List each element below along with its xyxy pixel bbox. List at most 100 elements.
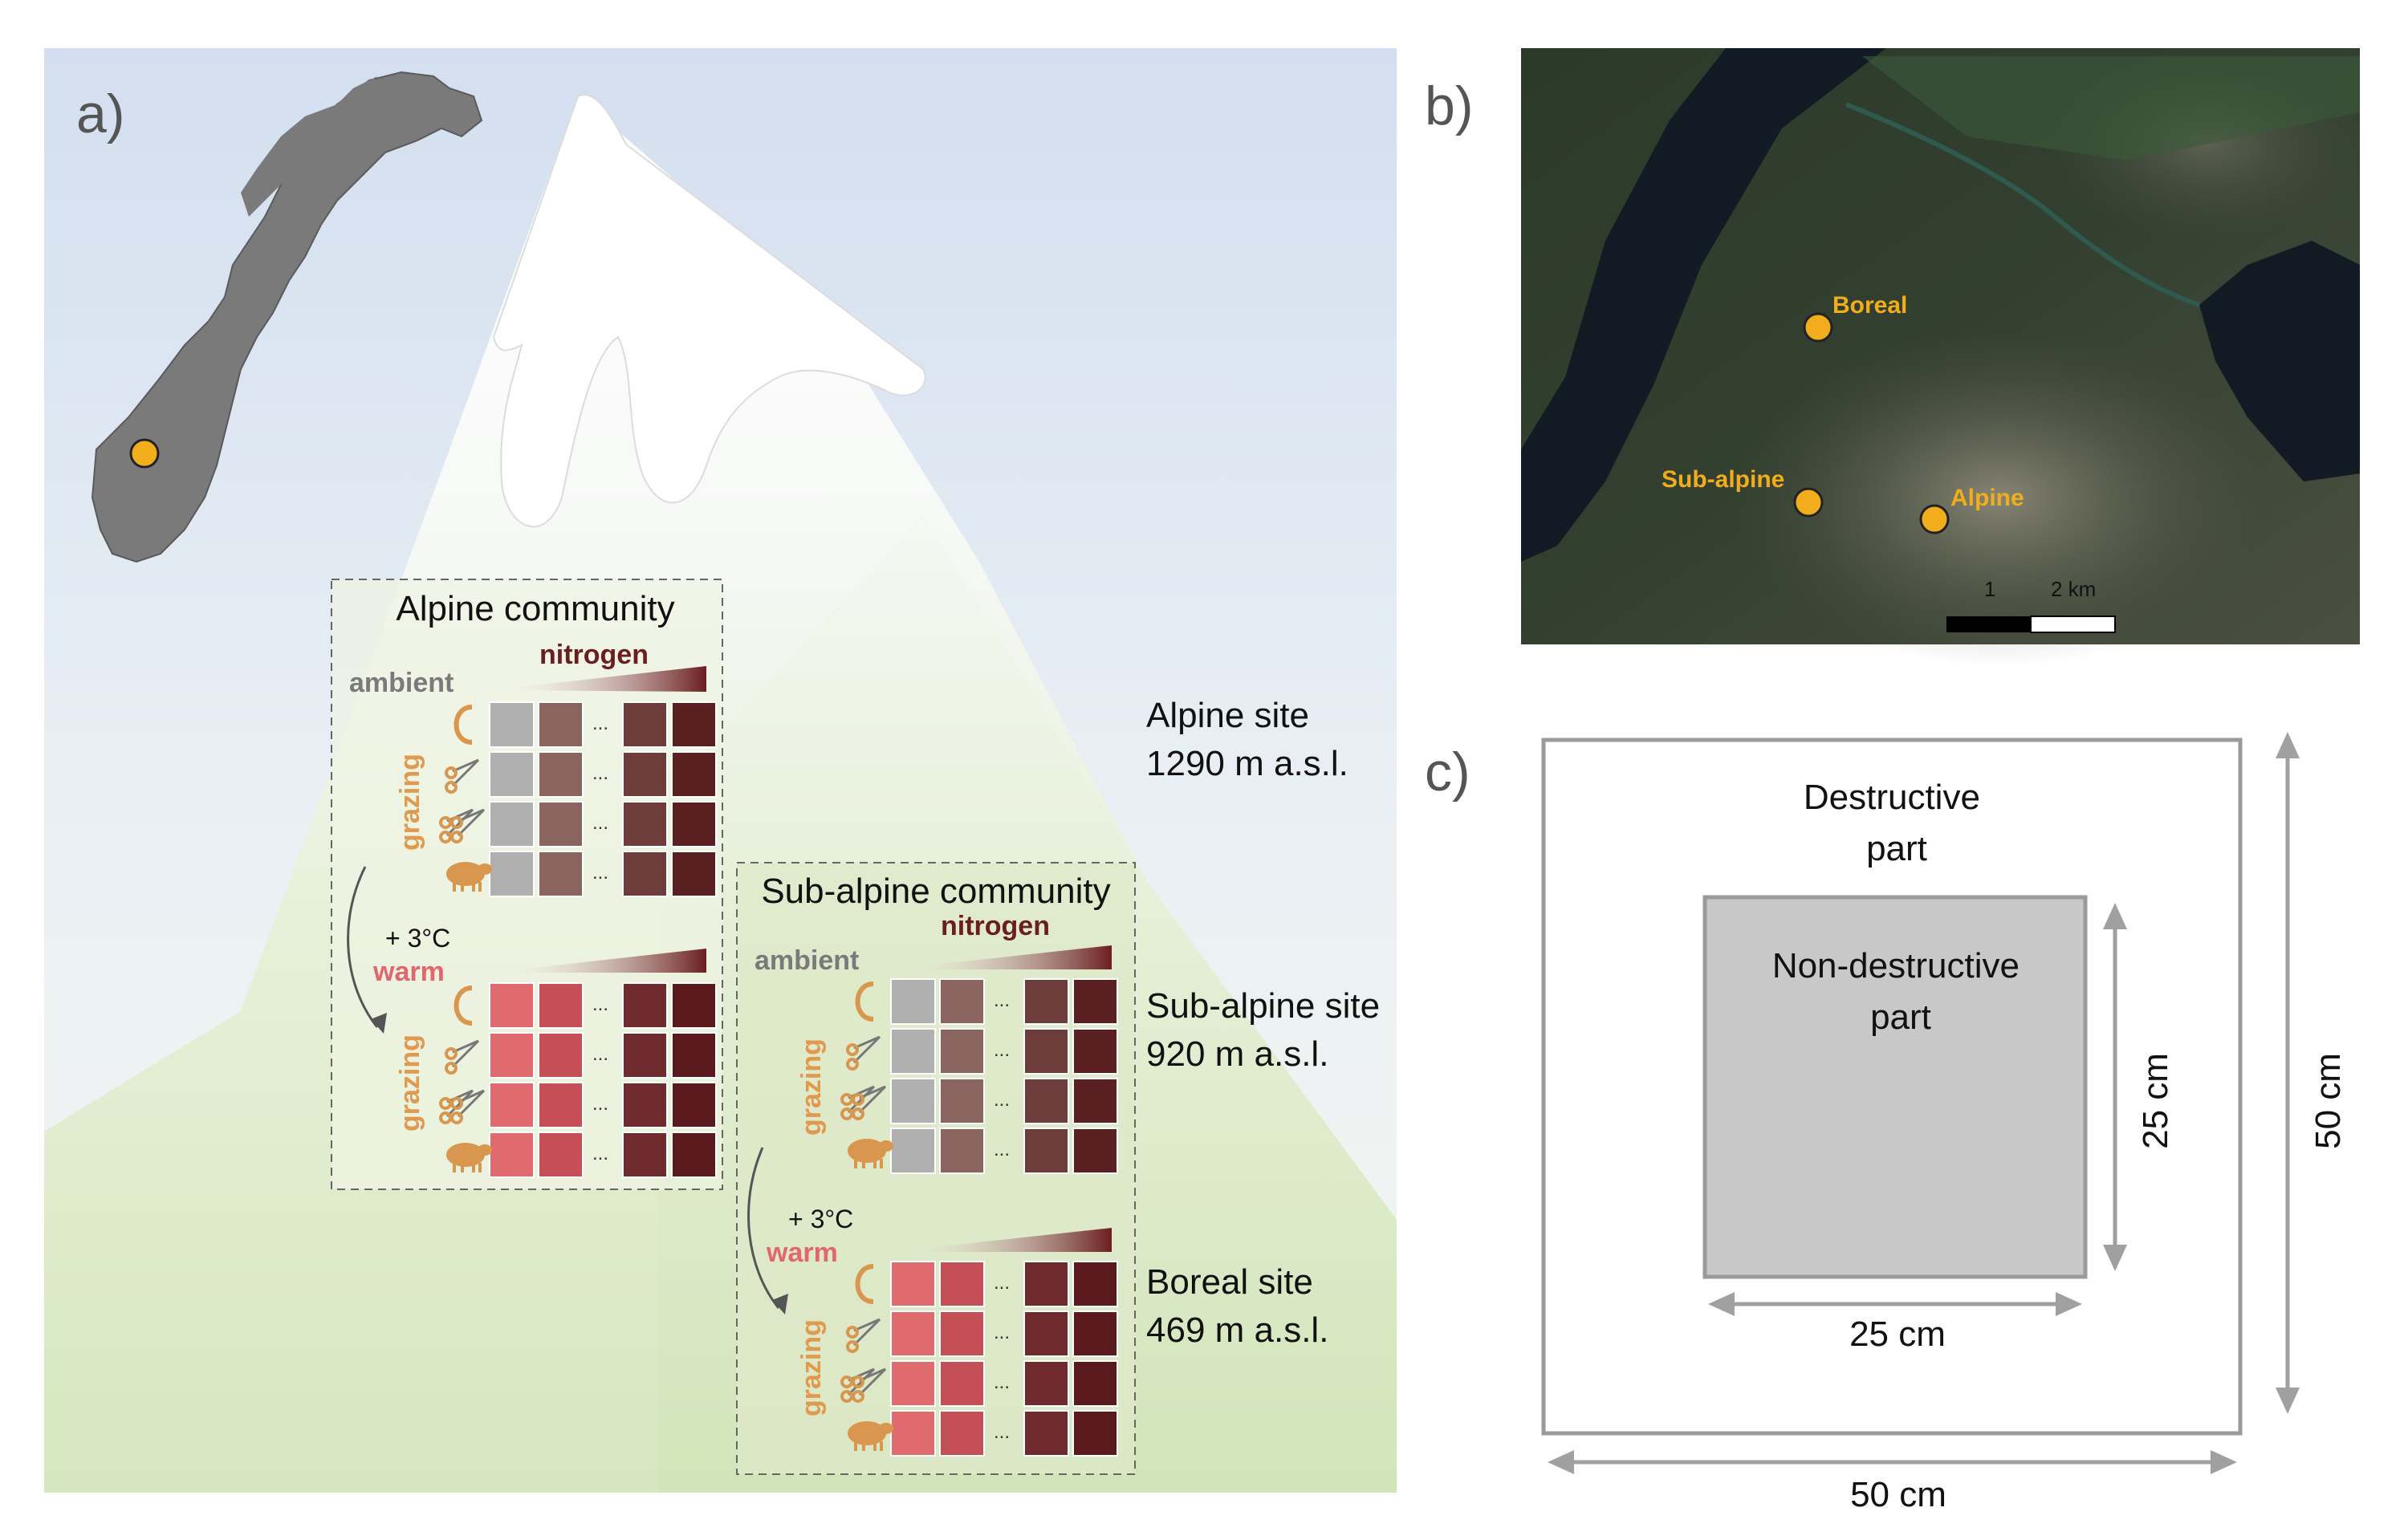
- sheep-icon: [848, 1139, 893, 1168]
- control-icon: [454, 705, 473, 745]
- scale-bar-black: [1946, 616, 2031, 632]
- treatment-cell: [890, 978, 936, 1025]
- treatment-cell: [538, 801, 584, 847]
- ellipsis-text: ...: [592, 862, 608, 884]
- fjord-right: [2199, 241, 2360, 482]
- alpine-warm-label: warm: [372, 957, 445, 987]
- treatment-cell: [671, 851, 717, 897]
- treatment-cell: [939, 978, 985, 1025]
- alpine-grazing-label-top: grazing: [395, 754, 425, 851]
- ellipsis-text: ...: [994, 1272, 1010, 1294]
- subalpine-nitrogen-wedge-bottom: [891, 1228, 1112, 1252]
- control-icon: [454, 985, 473, 1026]
- boreal-marker-label: Boreal: [1832, 292, 1907, 319]
- control-icon: [855, 1264, 874, 1304]
- treatment-cell: [939, 1261, 985, 1307]
- alpine-rocky-terrain: [1734, 329, 2264, 666]
- inner-height-label: 25 cm: [2136, 1053, 2175, 1149]
- ellipsis-text: ...: [994, 1421, 1010, 1443]
- ellipsis-text: ...: [592, 762, 608, 784]
- double-scissors-icon: [439, 808, 486, 843]
- alpine-community-title: Alpine community: [396, 589, 674, 628]
- non-destructive-part-label-line2: part: [1870, 998, 1931, 1037]
- outer-destructive-square: [1541, 738, 2243, 1436]
- sheep-icon: [848, 1421, 893, 1451]
- subalpine-community-title: Sub-alpine community: [761, 872, 1110, 911]
- alpine-nitrogen-wedge-bottom: [490, 949, 706, 973]
- double-scissors-icon: [439, 1089, 486, 1124]
- treatment-cell: [1072, 1128, 1118, 1174]
- subalpine-grazing-label-top: grazing: [796, 1038, 827, 1136]
- treatment-cell: [671, 982, 717, 1029]
- alpine-community-box: Alpine community ambient nitrogen grazin…: [331, 579, 723, 1190]
- treatment-cell: [890, 1028, 936, 1075]
- treatment-cell: [671, 801, 717, 847]
- treatment-cell: [890, 1310, 936, 1357]
- destructive-part-label-line1: Destructive: [1804, 778, 1980, 817]
- treatment-cell: [939, 1360, 985, 1407]
- treatment-cell: [489, 751, 535, 798]
- ellipsis-text: ...: [592, 713, 608, 734]
- outer-width-arrow: [1548, 1450, 2237, 1474]
- subalpine-ambient-grid: ............: [840, 978, 1118, 1174]
- treatment-cell: [671, 751, 717, 798]
- subalpine-site-elevation: 920 m a.s.l.: [1146, 1034, 1328, 1074]
- satellite-image: Boreal Sub-alpine Alpine 1 2 km: [1521, 48, 2368, 666]
- alpine-nitrogen-wedge-top: [490, 666, 706, 692]
- scale-bar-white: [2030, 616, 2116, 633]
- panel-c: c) Destructive part Non-destructive part…: [1425, 732, 2348, 1514]
- treatment-cell: [489, 851, 535, 897]
- treatment-cell: [622, 801, 668, 847]
- treatment-cell: [622, 1132, 668, 1178]
- alpine-warm-grid: ............: [439, 982, 717, 1178]
- treatment-cell: [622, 751, 668, 798]
- ellipsis-text: ...: [994, 1039, 1010, 1061]
- treatment-cell: [489, 1082, 535, 1128]
- boreal-site-name: Boreal site: [1146, 1262, 1313, 1302]
- inner-width-arrow: [1708, 1292, 2082, 1316]
- treatment-cell: [1072, 1028, 1118, 1075]
- outer-height-arrow: [2276, 732, 2300, 1414]
- scale-label-1: 1: [1984, 577, 1995, 601]
- snow-cap: [492, 94, 926, 528]
- alpine-marker-label: Alpine: [1950, 485, 2024, 511]
- sheep-icon: [446, 862, 492, 892]
- non-destructive-part-label-line1: Non-destructive: [1772, 946, 2020, 985]
- treatment-cell: [1072, 978, 1118, 1025]
- treatment-cell: [890, 1261, 936, 1307]
- ellipsis-text: ...: [994, 1089, 1010, 1111]
- panel-b-label: b): [1425, 75, 1473, 136]
- treatment-cell: [538, 851, 584, 897]
- ellipsis-text: ...: [994, 1371, 1010, 1393]
- treatment-cell: [671, 701, 717, 748]
- outer-height-label: 50 cm: [2308, 1053, 2348, 1149]
- panel-b: b) Boreal Sub-alpine Alpine 1 2 km: [1425, 48, 2368, 666]
- treatment-cell: [890, 1360, 936, 1407]
- treatment-cell: [890, 1078, 936, 1124]
- treatment-cell: [939, 1078, 985, 1124]
- ellipsis-text: ...: [994, 1139, 1010, 1160]
- scissors-icon: [445, 758, 480, 794]
- river: [1845, 102, 2200, 307]
- subalpine-nitrogen-wedge-top: [891, 945, 1112, 969]
- alpine-site-name: Alpine site: [1146, 696, 1309, 735]
- subalpine-warming-arrowhead: [772, 1294, 788, 1315]
- treatment-cell: [622, 1032, 668, 1079]
- ellipsis-text: ...: [994, 989, 1010, 1011]
- alpine-marker: [1919, 504, 1950, 534]
- treatment-cell: [622, 701, 668, 748]
- inner-width-label: 25 cm: [1849, 1315, 1946, 1354]
- norway-map: [91, 71, 483, 563]
- alpine-ambient-label: ambient: [349, 668, 454, 698]
- treatment-cell: [538, 1032, 584, 1079]
- fjord-left: [1521, 48, 1886, 562]
- outer-width-label: 50 cm: [1850, 1475, 1946, 1514]
- valley-green: [1862, 56, 2360, 161]
- treatment-cell: [1023, 978, 1069, 1025]
- treatment-cell: [538, 982, 584, 1029]
- treatment-cell: [1023, 1128, 1069, 1174]
- alpine-ambient-grid: ............: [439, 701, 717, 897]
- ellipsis-text: ...: [592, 1043, 608, 1065]
- ellipsis-text: ...: [592, 812, 608, 834]
